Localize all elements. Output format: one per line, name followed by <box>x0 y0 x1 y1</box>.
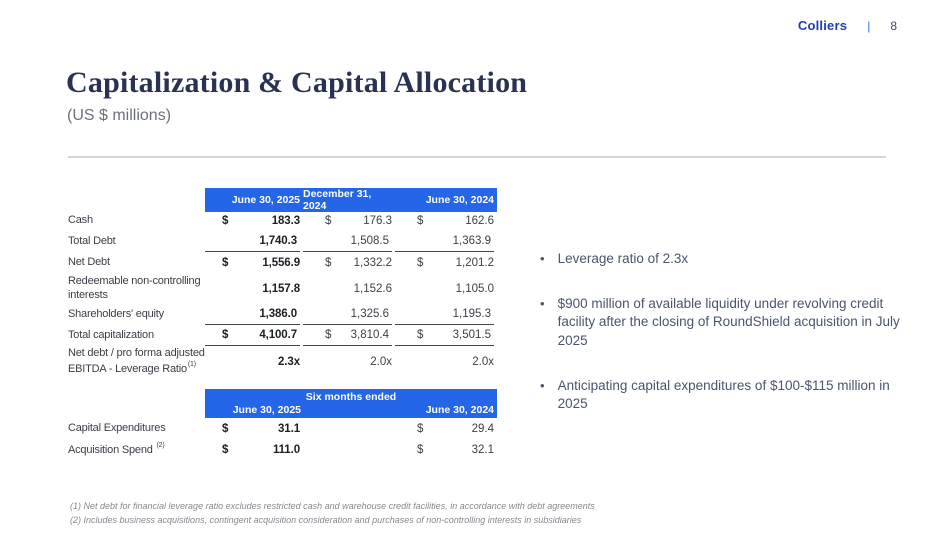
cell-value: 3,501.5 <box>452 329 491 341</box>
table-row-acquisition-spend: Acquisition Spend (2) $111.0 $32.1 <box>68 439 500 460</box>
dollar-sign: $ <box>222 422 229 435</box>
cell-value: 1,157.8 <box>262 282 300 295</box>
cell-value: 2.0x <box>472 355 494 368</box>
cell-value: 162.6 <box>465 214 494 227</box>
row-label: Total capitalization <box>68 328 154 341</box>
colliers-logo: Colliers <box>797 18 848 33</box>
list-item: • $900 million of available liquidity un… <box>540 295 912 351</box>
table-row-redeemable-nci: Redeemable non-controlling interests 1,1… <box>68 273 500 304</box>
tables-section: June 30, 2025 December 31, 2024 June 30,… <box>68 188 500 460</box>
cell-value: 1,201.2 <box>455 256 494 269</box>
footnote-ref: (2) <box>156 441 165 449</box>
cell-value: 1,740.3 <box>259 235 297 247</box>
column-header: June 30, 2024 <box>395 188 497 212</box>
bullet-text: Leverage ratio of 2.3x <box>557 251 689 266</box>
cell-value: 2.3x <box>278 355 300 368</box>
page-title: Capitalization & Capital Allocation <box>66 66 528 99</box>
bullet-text: Anticipating capital expenditures of $10… <box>557 377 890 412</box>
table-row-total-capitalization: Total capitalization $4,100.7 $3,810.4 $… <box>68 325 500 346</box>
column-header: June 30, 2025 <box>205 188 303 212</box>
cell-value: 1,325.6 <box>350 308 389 320</box>
dollar-sign: $ <box>222 256 229 269</box>
table-row-shareholders-equity: Shareholders' equity 1,386.0 1,325.6 1,1… <box>68 304 500 325</box>
list-item: • Leverage ratio of 2.3x <box>540 250 912 269</box>
cell-value: 2.0x <box>370 355 392 368</box>
cell-value: 3,810.4 <box>350 329 389 341</box>
footnote-ref: (1) <box>187 360 196 368</box>
cell-value: 1,508.5 <box>350 235 389 247</box>
table-row-leverage-ratio: Net debt / pro forma adjusted EBITDA - L… <box>68 346 500 377</box>
cell-value: 111.0 <box>272 443 300 456</box>
row-label: Net Debt <box>68 255 110 268</box>
six-months-table-header: Six months ended June 30, 2025 June 30, … <box>68 389 500 418</box>
bullet-icon: • <box>540 377 545 393</box>
cap-table-header: June 30, 2025 December 31, 2024 June 30,… <box>68 188 500 212</box>
row-label: Net debt / pro forma adjusted EBITDA - L… <box>68 346 205 375</box>
dollar-sign: $ <box>417 256 424 269</box>
list-item: • Anticipating capital expenditures of $… <box>540 377 912 414</box>
table-row-net-debt: Net Debt $1,556.9 $1,332.2 $1,201.2 <box>68 252 500 273</box>
row-label: Acquisition Spend (2) <box>68 441 165 456</box>
dollar-sign: $ <box>325 214 332 227</box>
bullet-icon: • <box>540 295 545 311</box>
column-header: December 31, 2024 <box>303 188 395 212</box>
dollar-sign: $ <box>222 214 229 227</box>
row-label: Total Debt <box>68 234 116 247</box>
subtitle: (US $ millions) <box>67 107 172 124</box>
column-header: June 30, 2024 <box>425 404 494 416</box>
row-label: Shareholders' equity <box>68 307 164 320</box>
dollar-sign: $ <box>417 422 424 435</box>
six-months-table: Six months ended June 30, 2025 June 30, … <box>68 389 500 460</box>
header-divider: | <box>867 19 871 33</box>
cell-value: 4,100.7 <box>259 329 297 341</box>
cell-value: 183.3 <box>271 214 300 227</box>
cell-value: 1,556.9 <box>262 256 300 269</box>
table-row-total-debt: Total Debt 1,740.3 1,508.5 1,363.9 <box>68 231 500 252</box>
table-row-cash: Cash $183.3 $176.3 $162.6 <box>68 210 500 231</box>
cell-value: 32.1 <box>471 443 494 456</box>
footnotes: (1) Net debt for financial leverage rati… <box>70 500 595 527</box>
cell-value: 1,386.0 <box>259 308 297 320</box>
dollar-sign: $ <box>417 443 424 456</box>
dollar-sign: $ <box>325 329 332 341</box>
cell-value: 1,152.6 <box>353 282 392 295</box>
dollar-sign: $ <box>222 443 229 456</box>
bullet-text: $900 million of available liquidity unde… <box>557 295 900 348</box>
row-label: Redeemable non-controlling interests <box>68 274 201 301</box>
cell-value: 1,105.0 <box>455 282 494 295</box>
cell-value: 1,363.9 <box>452 235 491 247</box>
cell-value: 1,195.3 <box>452 308 491 320</box>
row-label: Cash <box>68 213 93 226</box>
table-row-capital-expenditures: Capital Expenditures $31.1 $29.4 <box>68 418 500 439</box>
cell-value: 176.3 <box>363 214 392 227</box>
capitalization-table: June 30, 2025 December 31, 2024 June 30,… <box>68 188 500 377</box>
footnote-2: (2) Includes business acquisitions, cont… <box>70 514 582 525</box>
cell-value: 31.1 <box>278 422 300 435</box>
span-header: Six months ended <box>305 391 397 403</box>
row-label: Capital Expenditures <box>68 421 166 434</box>
cell-value: 1,332.2 <box>353 256 392 269</box>
dollar-sign: $ <box>222 329 229 341</box>
commentary-list: • Leverage ratio of 2.3x • $900 million … <box>540 250 912 440</box>
page-number: 8 <box>890 19 897 33</box>
title-divider <box>68 156 886 158</box>
dollar-sign: $ <box>325 256 332 269</box>
header-bar: Colliers | 8 <box>798 18 897 33</box>
dollar-sign: $ <box>417 214 424 227</box>
column-header: June 30, 2025 <box>232 404 301 416</box>
dollar-sign: $ <box>417 329 424 341</box>
footnote-1: (1) Net debt for financial leverage rati… <box>70 501 595 511</box>
cell-value: 29.4 <box>471 422 494 435</box>
bullet-icon: • <box>540 251 545 266</box>
